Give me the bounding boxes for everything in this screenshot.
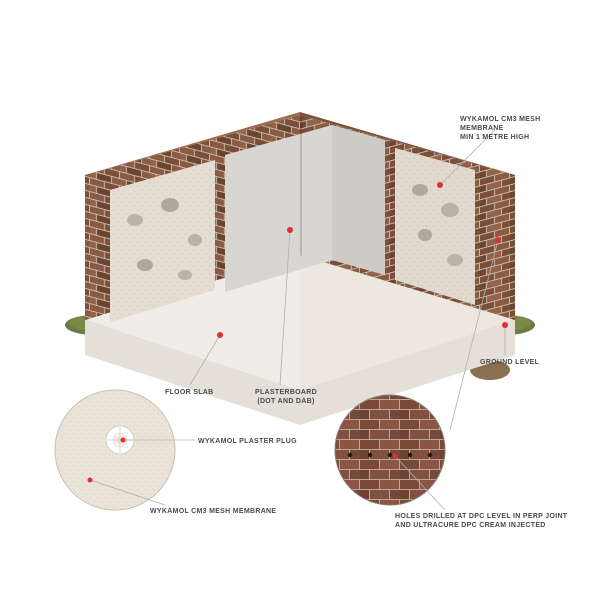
detail-membrane-plug <box>55 390 195 510</box>
label-floor-slab: FLOOR SLAB <box>165 388 214 397</box>
label-holes-drilled: HOLES DRILLED AT DPC LEVEL IN PERP JOINT… <box>395 512 575 530</box>
label-mesh-membrane: WYKAMOL CM3 MESH MEMBRANE <box>150 507 276 516</box>
label-plasterboard: PLASTERBOARD (DOT AND DAB) <box>255 388 317 406</box>
label-ground-level: GROUND LEVEL <box>480 358 539 367</box>
main-diagram <box>0 0 600 600</box>
label-plaster-plug: WYKAMOL PLASTER PLUG <box>198 437 297 446</box>
detail-brick-holes <box>330 395 450 510</box>
label-membrane-top: WYKAMOL CM3 MESH MEMBRANE MIN 1 METRE HI… <box>460 115 580 142</box>
